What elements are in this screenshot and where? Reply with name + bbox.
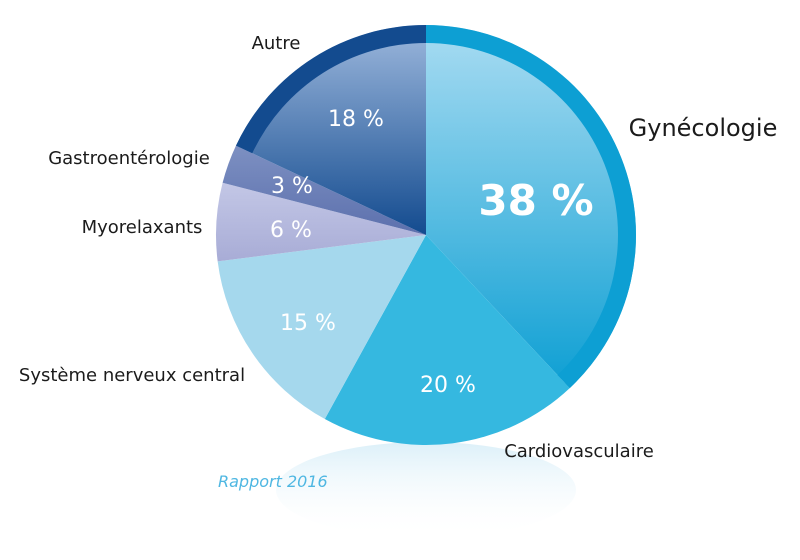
pie-slices [216, 25, 636, 445]
pie-reflection [276, 442, 576, 538]
pie-slice [216, 182, 426, 262]
pie-value-label: 20 % [420, 373, 476, 398]
pie-category-label: Système nerveux central [19, 365, 245, 386]
pie-slice-rim [426, 25, 636, 389]
pie-slice-rim [235, 25, 426, 154]
pie-value-label: 38 % [478, 176, 593, 225]
chart-footnote: Rapport 2016 [218, 472, 328, 491]
pie-category-label: Gynécologie [629, 114, 778, 142]
pie-value-label: 6 % [270, 218, 312, 243]
chart-reflection [276, 442, 576, 538]
pie-category-labels: Gynécologie Cardiovasculaire Système nerve… [19, 33, 777, 462]
pie-value-label: 15 % [280, 311, 336, 336]
pie-category-label: Cardiovasculaire [504, 441, 654, 462]
pie-slice [217, 235, 426, 420]
pie-category-label: Myorelaxants [82, 217, 203, 238]
pie-slice [324, 235, 570, 445]
pie-slice [235, 25, 426, 235]
pie-value-labels: 38 % 20 % 15 % 6 % 3 % 18 % [270, 107, 594, 398]
pie-category-label: Gastroentérologie [48, 148, 210, 169]
pie-slice [222, 145, 426, 235]
pie-category-label: Autre [252, 33, 301, 54]
pie-value-label: 18 % [328, 107, 384, 132]
pie-value-label: 3 % [271, 174, 313, 199]
